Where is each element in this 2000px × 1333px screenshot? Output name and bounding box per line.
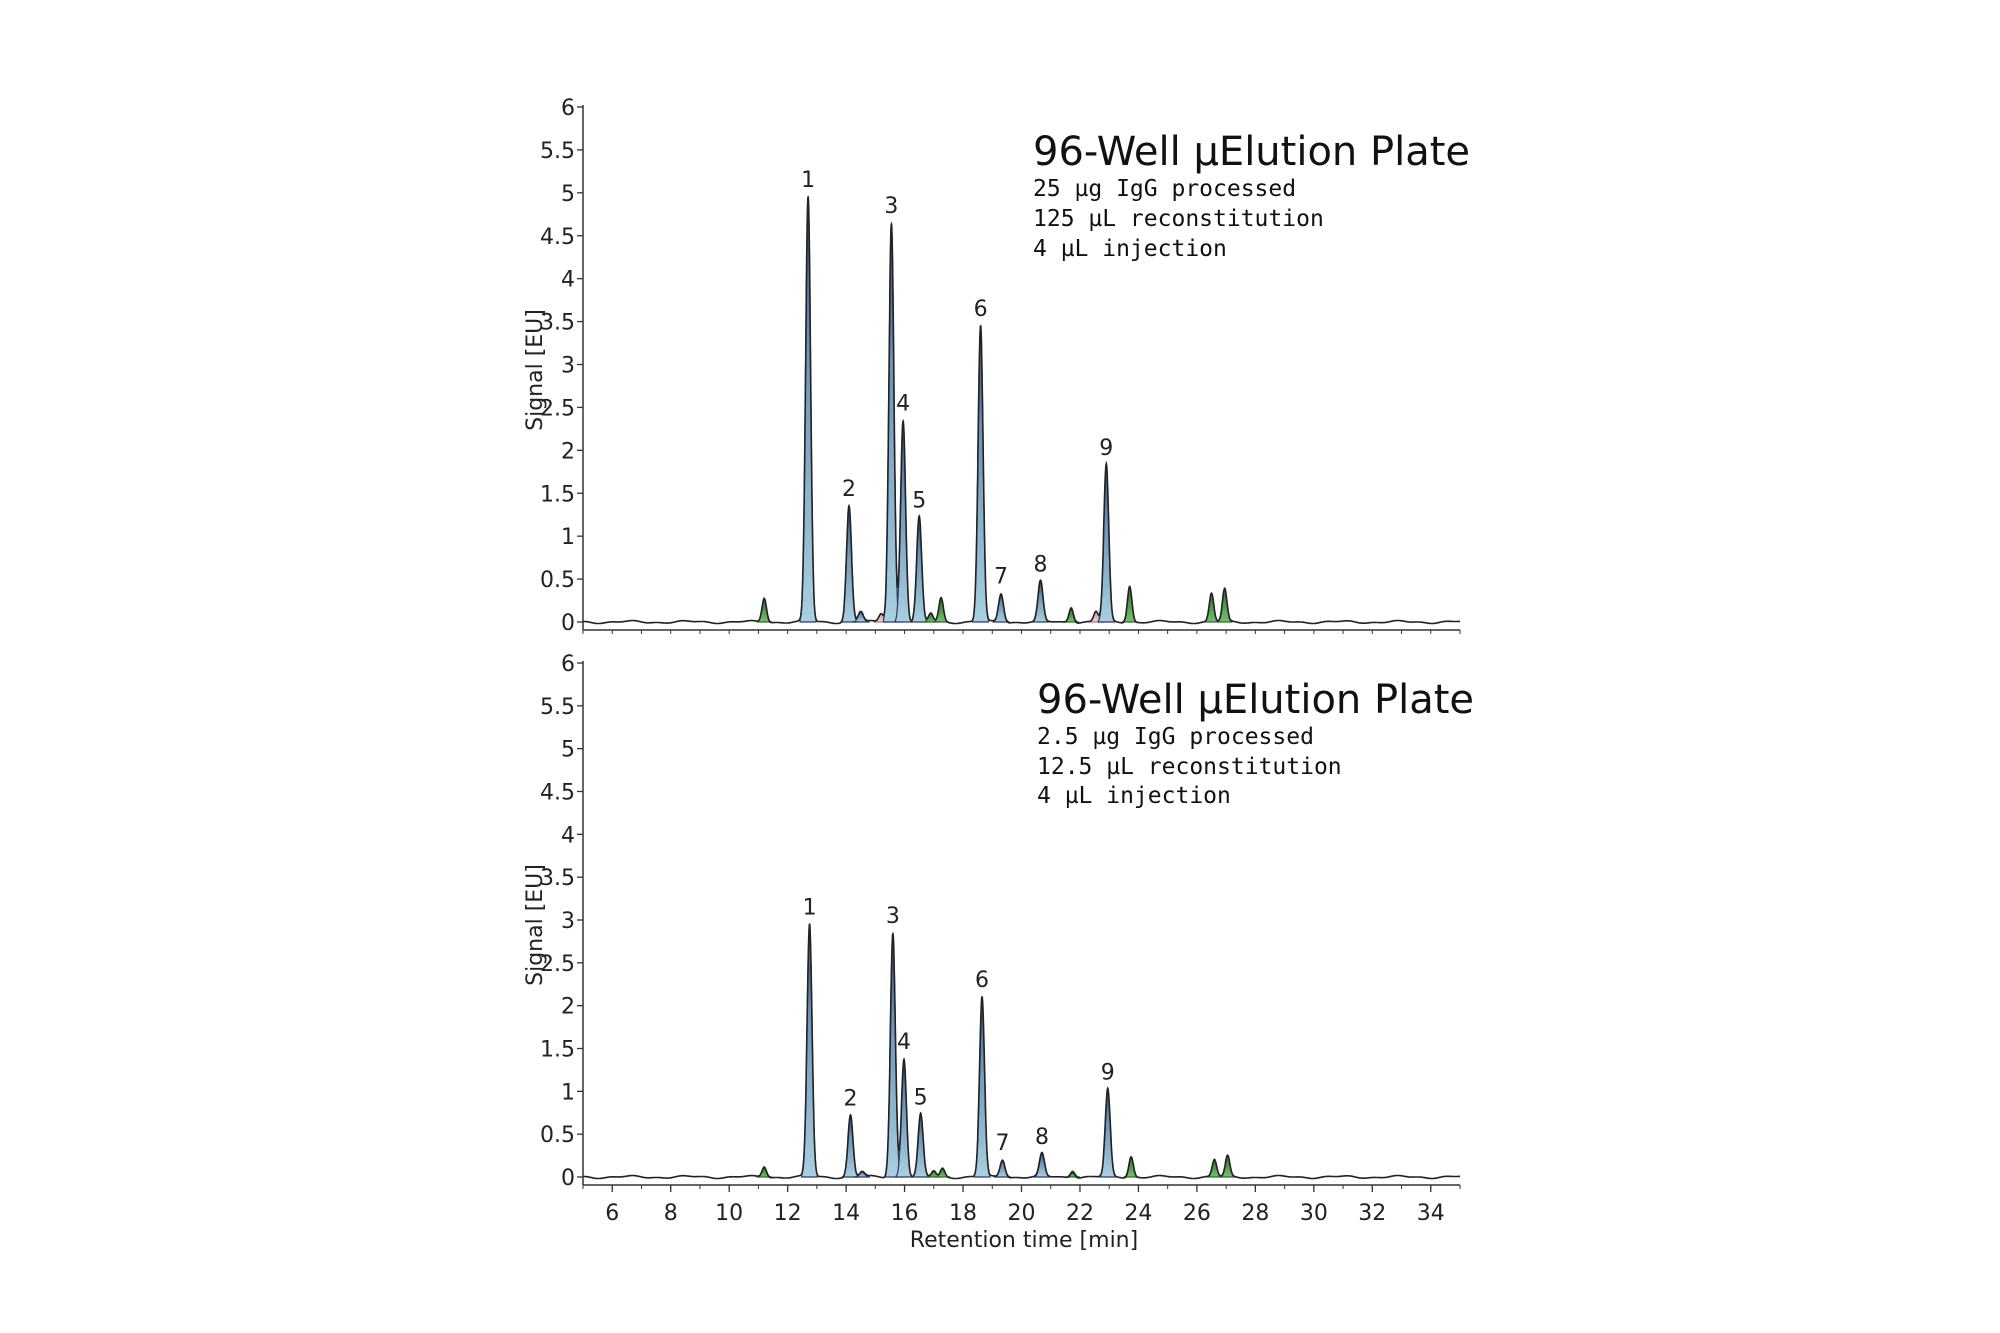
y-tick-label: 3.5 bbox=[540, 866, 575, 891]
annotation-title: 96-Well µElution Plate bbox=[1033, 129, 1470, 175]
x-axis-ticks bbox=[582, 630, 1461, 634]
x-tick-label: 10 bbox=[715, 1201, 743, 1226]
y-tick-label: 2.5 bbox=[540, 952, 575, 977]
plot-axes bbox=[582, 105, 1460, 631]
signal-trace bbox=[583, 196, 1460, 625]
x-tick-label: 34 bbox=[1417, 1201, 1445, 1226]
peak-label: 6 bbox=[974, 297, 988, 322]
peak-label: 5 bbox=[912, 488, 926, 513]
y-tick-label: 3 bbox=[561, 909, 575, 934]
sample-annotation: 96-Well µElution Plate 25 µg IgG process… bbox=[1033, 129, 1470, 262]
x-tick-label: 28 bbox=[1241, 1201, 1269, 1226]
y-tick-label: 2 bbox=[561, 439, 575, 464]
y-tick-label: 1 bbox=[561, 525, 575, 550]
peak-labels: 1 2 3 4 5 6 7 8 9 bbox=[803, 895, 1115, 1156]
x-tick-label: 24 bbox=[1124, 1201, 1152, 1226]
y-tick-label: 0.5 bbox=[540, 1123, 575, 1148]
y-tick-label: 4 bbox=[561, 268, 575, 293]
annotation-line-amount: 2.5 µg IgG processed bbox=[1037, 724, 1314, 750]
x-tick-label: 18 bbox=[949, 1201, 977, 1226]
peak-label: 1 bbox=[803, 895, 817, 920]
x-tick-label: 30 bbox=[1300, 1201, 1328, 1226]
y-tick-label: 3.5 bbox=[540, 311, 575, 336]
annotation-line-injection: 4 µL injection bbox=[1037, 783, 1231, 809]
peak-label: 2 bbox=[844, 1086, 858, 1111]
y-tick-label: 6 bbox=[561, 652, 575, 677]
annotation-line-reconstitution: 125 µL reconstitution bbox=[1033, 206, 1324, 232]
peak-label: 9 bbox=[1101, 1061, 1115, 1086]
x-tick-label: 8 bbox=[664, 1201, 678, 1226]
x-axis-ticks: 6 8 10 12 14 16 18 20 22 24 26 28 30 32 34 bbox=[582, 1185, 1461, 1226]
y-axis-ticks: 0 0.5 1 1.5 2 2.5 3 3.5 4 4.5 5 5.5 6 bbox=[540, 96, 583, 636]
y-tick-label: 4.5 bbox=[540, 225, 575, 250]
y-tick-label: 2 bbox=[561, 995, 575, 1020]
peak-label: 1 bbox=[801, 168, 815, 193]
sample-annotation: 96-Well µElution Plate 2.5 µg IgG proces… bbox=[1037, 677, 1474, 809]
x-tick-label: 26 bbox=[1183, 1201, 1211, 1226]
peak-label: 6 bbox=[975, 968, 989, 993]
annotation-line-amount: 25 µg IgG processed bbox=[1033, 176, 1296, 202]
x-tick-label: 16 bbox=[891, 1201, 919, 1226]
x-tick-label: 32 bbox=[1358, 1201, 1386, 1226]
peak-labels: 1 2 3 4 5 6 7 8 9 bbox=[801, 168, 1113, 590]
x-tick-label: 20 bbox=[1008, 1201, 1036, 1226]
x-tick-label: 22 bbox=[1066, 1201, 1094, 1226]
peak-label: 2 bbox=[842, 477, 856, 502]
y-axis-ticks: 0 0.5 1 1.5 2 2.5 3 3.5 4 4.5 5 5.5 6 bbox=[540, 652, 583, 1191]
peak-label: 5 bbox=[914, 1086, 928, 1111]
peak-label: 9 bbox=[1099, 436, 1113, 461]
peak-label: 4 bbox=[897, 1030, 911, 1055]
annotation-title: 96-Well µElution Plate bbox=[1037, 677, 1474, 723]
x-tick-label: 12 bbox=[774, 1201, 802, 1226]
peak-label: 4 bbox=[896, 391, 910, 416]
chromatogram-panel-bottom: 00.511.522.533.544.555.56 6 8 10 12 14 16 18 20… bbox=[523, 652, 1474, 1253]
y-tick-label: 0 bbox=[561, 611, 575, 636]
y-tick-label: 0 bbox=[561, 1166, 575, 1191]
plot-axes bbox=[582, 661, 1460, 1186]
x-tick-label: 14 bbox=[832, 1201, 860, 1226]
y-tick-label: 5.5 bbox=[540, 695, 575, 720]
y-tick-label: 4.5 bbox=[540, 781, 575, 806]
y-tick-label: 1.5 bbox=[540, 1038, 575, 1063]
y-axis-title: Signal [EU] bbox=[523, 864, 548, 986]
peak-label: 3 bbox=[884, 194, 898, 219]
y-tick-label: 5 bbox=[561, 182, 575, 207]
y-tick-label: 2.5 bbox=[540, 396, 575, 421]
y-tick-label: 0.5 bbox=[540, 568, 575, 593]
peak-label: 8 bbox=[1035, 1125, 1049, 1150]
y-tick-label: 1 bbox=[561, 1080, 575, 1105]
peak-label: 8 bbox=[1034, 553, 1048, 578]
x-axis-title: Retention time [min] bbox=[910, 1228, 1138, 1253]
annotation-line-reconstitution: 12.5 µL reconstitution bbox=[1037, 754, 1342, 780]
annotation-line-injection: 4 µL injection bbox=[1033, 236, 1227, 262]
y-axis-title: Signal [EU] bbox=[523, 309, 548, 431]
y-tick-label: 5 bbox=[561, 738, 575, 763]
y-tick-label: 4 bbox=[561, 823, 575, 848]
x-tick-label: 6 bbox=[605, 1201, 619, 1226]
peak-label: 7 bbox=[994, 565, 1008, 590]
chromatogram-panel-top: 0 0.5 1 1.5 2 2.5 3 3.5 4 4.5 5 5.5 6 1 2 3 4 5 6 7 8 9 Sign… bbox=[523, 96, 1470, 636]
peak-label: 3 bbox=[886, 904, 900, 929]
y-tick-label: 6 bbox=[561, 96, 575, 121]
y-tick-label: 1.5 bbox=[540, 482, 575, 507]
y-tick-label: 5.5 bbox=[540, 139, 575, 164]
y-tick-label: 3 bbox=[561, 354, 575, 379]
signal-trace bbox=[583, 923, 1460, 1180]
peak-label: 7 bbox=[996, 1131, 1010, 1156]
peak-area bbox=[1123, 1155, 1140, 1178]
